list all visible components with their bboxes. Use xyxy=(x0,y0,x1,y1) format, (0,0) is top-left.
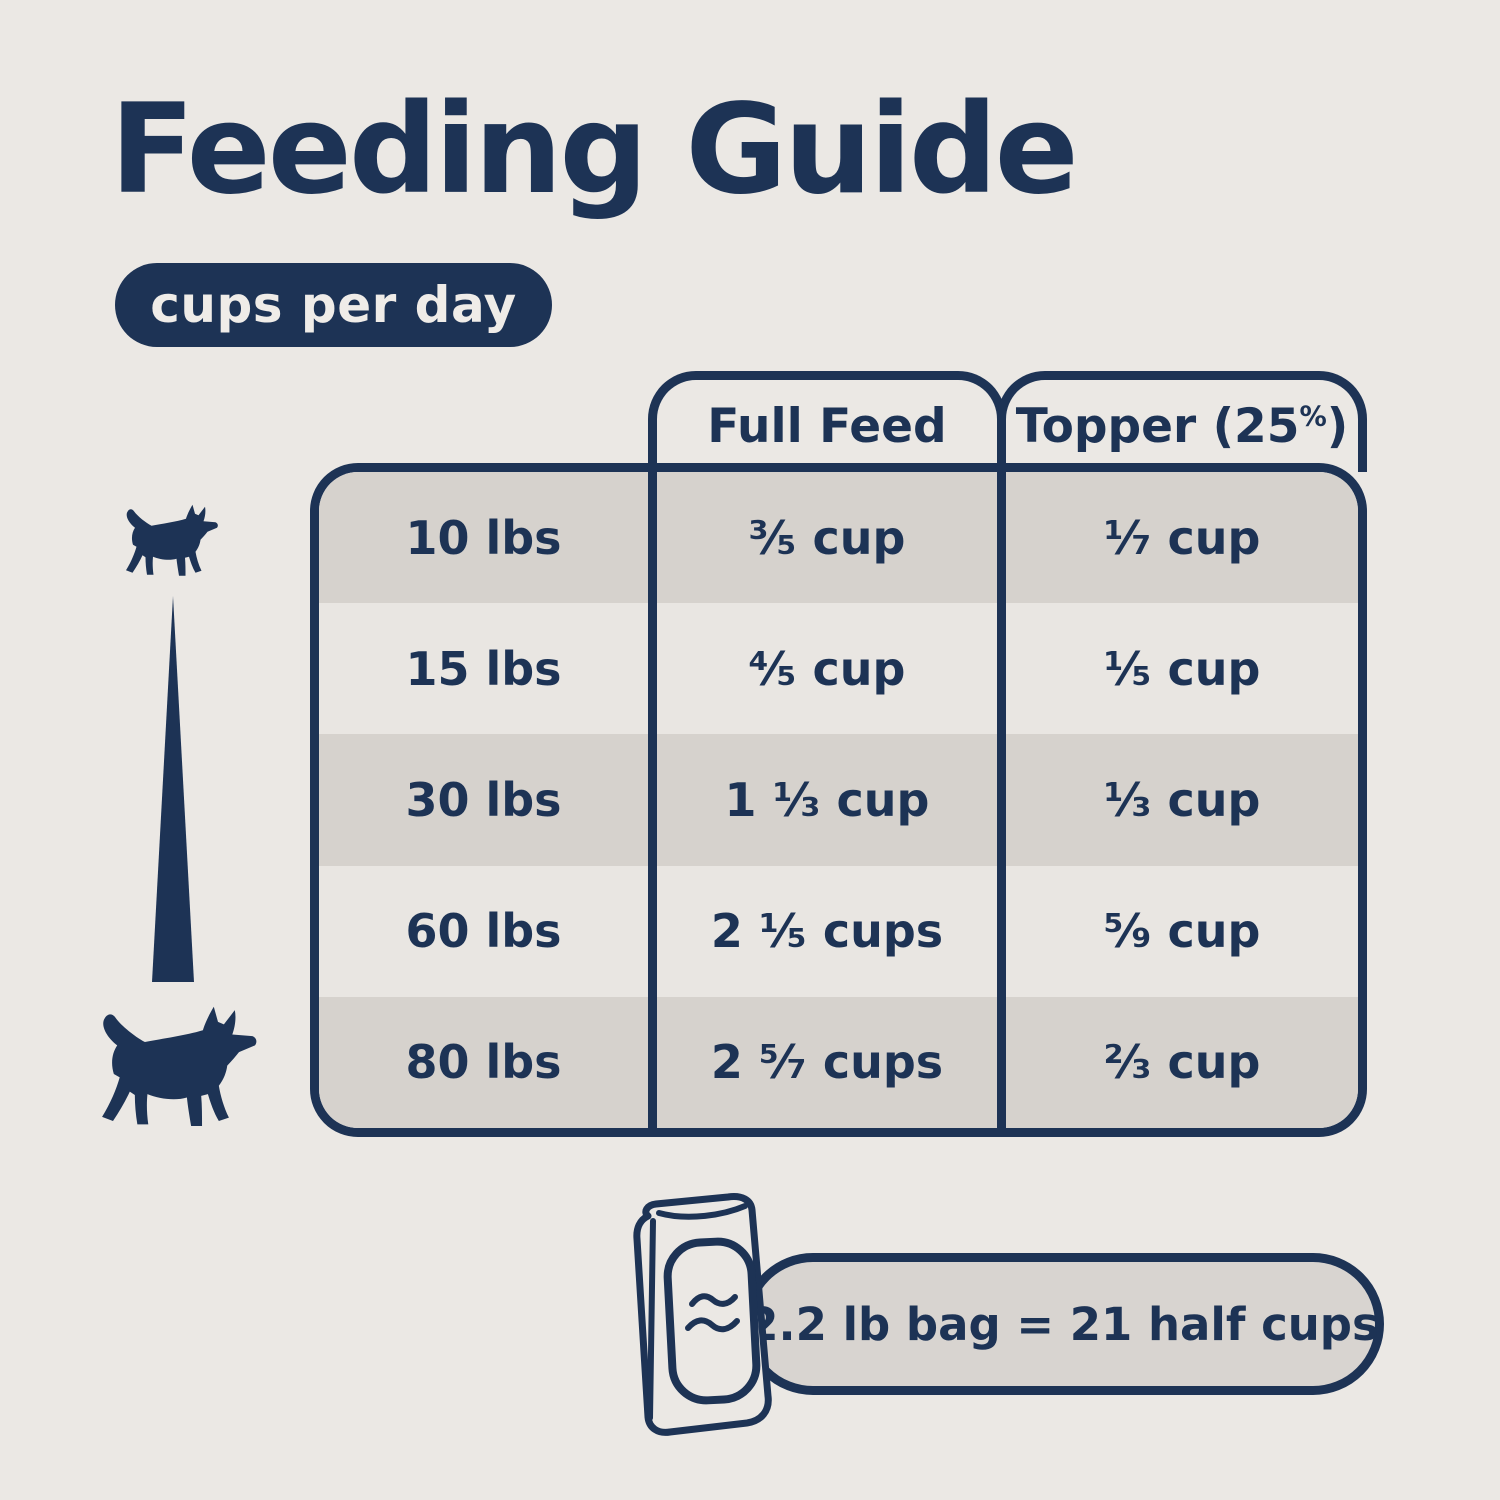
topper-cell: ²⁄₃ cup xyxy=(997,996,1358,1128)
table-row: 15 lbs ⁴⁄₅ cup ¹⁄₅ cup xyxy=(319,603,1358,735)
column-header-topper: Topper (25%) xyxy=(997,371,1367,472)
weight-cell: 30 lbs xyxy=(405,773,562,827)
small-dog-icon xyxy=(126,504,218,576)
topper-cell: ¹⁄₇ cup xyxy=(997,472,1358,604)
units-pill: cups per day xyxy=(115,263,552,347)
page-title: Feeding Guide xyxy=(110,78,1079,222)
topper-label: Topper (25%) xyxy=(1015,398,1349,454)
topper-cell: ¹⁄₅ cup xyxy=(997,603,1358,735)
weight-cell: 60 lbs xyxy=(405,904,562,959)
topper-percent-superscript: % xyxy=(1299,400,1327,432)
table-row: 30 lbs 1 ¹⁄₃ cup ¹⁄₃ cup xyxy=(319,734,1358,866)
full-feed-cell: ³⁄₅ cup xyxy=(648,472,997,604)
table-row: 80 lbs 2 ⁵⁄₇ cups ²⁄₃ cup xyxy=(319,996,1358,1128)
weight-cell: 10 lbs xyxy=(405,510,562,565)
full-feed-label: Full Feed xyxy=(707,398,947,454)
feeding-table: 10 lbs ³⁄₅ cup ¹⁄₇ cup 15 lbs ⁴⁄₅ cup ¹⁄… xyxy=(310,463,1367,1137)
large-dog-icon xyxy=(102,1006,257,1127)
topper-cell: ¹⁄₃ cup xyxy=(997,734,1358,866)
full-feed-cell: ⁴⁄₅ cup xyxy=(648,603,997,735)
table-row: 10 lbs ³⁄₅ cup ¹⁄₇ cup xyxy=(319,472,1358,604)
topper-cell: ⁵⁄₉ cup xyxy=(997,865,1358,997)
full-feed-cell: 2 ⁵⁄₇ cups xyxy=(648,996,997,1128)
size-increase-wedge-icon xyxy=(152,596,194,982)
full-feed-cell: 1 ¹⁄₃ cup xyxy=(648,734,997,866)
bag-note-pill: 2.2 lb bag = 21 half cups xyxy=(742,1253,1384,1395)
full-feed-cell: 2 ¹⁄₅ cups xyxy=(648,865,997,997)
weight-cell: 80 lbs xyxy=(405,1035,562,1090)
units-pill-label: cups per day xyxy=(150,276,517,334)
table-row: 60 lbs 2 ¹⁄₅ cups ⁵⁄₉ cup xyxy=(319,865,1358,997)
weight-cell: 15 lbs xyxy=(405,641,562,696)
column-header-full-feed: Full Feed xyxy=(648,371,1006,472)
food-bag-icon xyxy=(633,1193,772,1436)
bag-note-text: 2.2 lb bag = 21 half cups xyxy=(747,1297,1379,1351)
